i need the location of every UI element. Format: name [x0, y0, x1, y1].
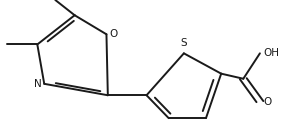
Text: OH: OH: [263, 48, 279, 58]
Text: N: N: [34, 79, 41, 89]
Text: O: O: [263, 97, 272, 107]
Text: S: S: [180, 38, 187, 48]
Text: O: O: [110, 29, 118, 39]
